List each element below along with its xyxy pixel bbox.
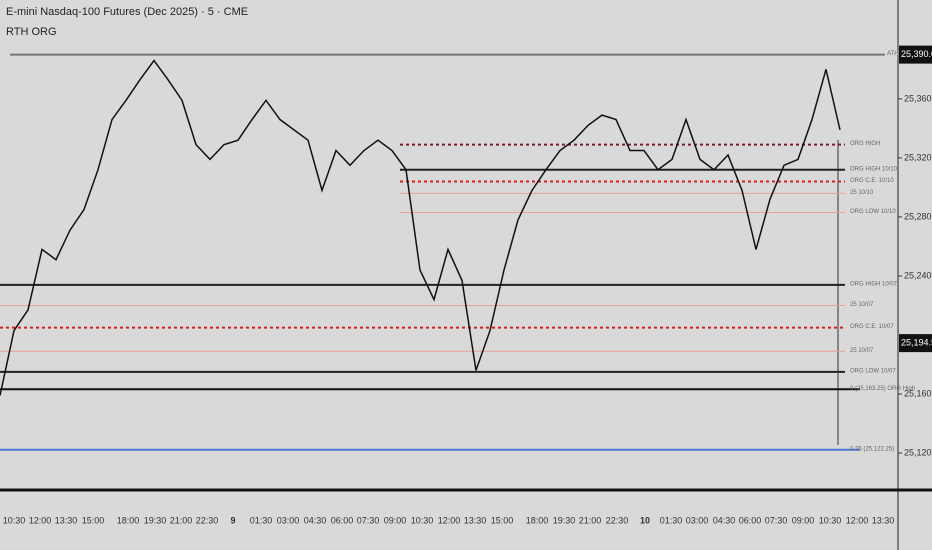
x-tick-label: 09:00 <box>384 515 407 525</box>
x-tick-label: 10:30 <box>819 515 842 525</box>
price-tag-label: 25,194.50 <box>901 337 932 347</box>
x-tick-label: 04:30 <box>713 515 736 525</box>
x-tick-label: 13:30 <box>55 515 78 525</box>
level-label: ORG HIGH 10/10 <box>850 166 898 172</box>
x-tick-label: 15:00 <box>491 515 514 525</box>
x-tick-label: 18:00 <box>526 515 549 525</box>
x-tick-label: 21:00 <box>579 515 602 525</box>
level-label: 25 10/07 <box>850 302 874 308</box>
x-tick-label: 03:00 <box>686 515 709 525</box>
y-tick-label: 25,240.00 <box>904 270 932 280</box>
level-label: ORG LOW 10/07 <box>850 368 896 374</box>
x-tick-label: 10:30 <box>411 515 434 525</box>
y-tick-label: 25,360.00 <box>904 93 932 103</box>
level-label: 0.25 (25,122.25) <box>850 446 894 452</box>
price-tag <box>899 334 932 353</box>
x-tick-label: 21:00 <box>170 515 193 525</box>
price-tag-label: 25,390.00 <box>901 49 932 59</box>
y-tick-label: 25,280.00 <box>904 211 932 221</box>
level-label: 0 (25,163.25) ORG High <box>850 386 915 392</box>
level-label: ORG HIGH 10/07 <box>850 281 898 287</box>
y-tick-label: 25,120.00 <box>904 447 932 457</box>
x-tick-label: 12:00 <box>846 515 869 525</box>
x-tick-label: 22:30 <box>606 515 629 525</box>
x-tick-label: 22:30 <box>196 515 219 525</box>
x-tick-label: 9 <box>230 515 235 525</box>
x-tick-label: 10:30 <box>3 515 26 525</box>
x-tick-label: 18:00 <box>117 515 140 525</box>
x-tick-label: 01:30 <box>250 515 273 525</box>
level-label: ORG HIGH <box>850 141 880 147</box>
x-tick-label: 13:30 <box>464 515 487 525</box>
x-tick-label: 09:00 <box>792 515 815 525</box>
level-label: ORG LOW 10/10 <box>850 209 896 215</box>
x-tick-label: 19:30 <box>144 515 167 525</box>
x-tick-label: 10 <box>640 515 650 525</box>
chart-title: E-mini Nasdaq-100 Futures (Dec 2025) · 5… <box>6 6 248 18</box>
x-tick-label: 06:00 <box>331 515 354 525</box>
x-tick-label: 03:00 <box>277 515 300 525</box>
level-label: 25 10/10 <box>850 190 874 196</box>
x-tick-label: 01:30 <box>660 515 683 525</box>
level-label: ORG C.E. 10/10 <box>850 178 894 184</box>
x-tick-label: 19:30 <box>553 515 576 525</box>
level-label: ORG C.E. 10/07 <box>850 324 894 330</box>
x-tick-label: 12:00 <box>29 515 52 525</box>
price-line <box>0 59 841 396</box>
x-tick-label: 07:30 <box>765 515 788 525</box>
x-tick-label: 07:30 <box>357 515 380 525</box>
price-tag <box>899 45 932 64</box>
indicator-name: RTH ORG <box>6 26 57 38</box>
y-tick-label: 25,320.00 <box>904 152 932 162</box>
y-tick-label: 25,160.00 <box>904 388 932 398</box>
level-label: 25 10/07 <box>850 348 874 354</box>
level-label: ATH <box>887 51 899 57</box>
x-tick-label: 06:00 <box>739 515 762 525</box>
x-tick-label: 13:30 <box>872 515 895 525</box>
x-tick-label: 15:00 <box>82 515 105 525</box>
x-tick-label: 04:30 <box>304 515 327 525</box>
x-tick-label: 12:00 <box>438 515 461 525</box>
